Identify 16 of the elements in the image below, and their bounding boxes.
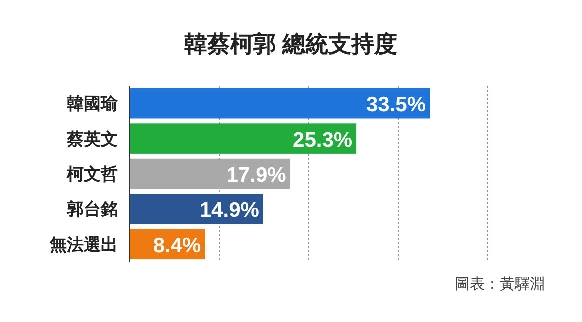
- y-tick-label: 蔡英文: [66, 130, 118, 149]
- y-tick-label: 郭台銘: [66, 200, 118, 220]
- y-tick-label: 無法選出: [49, 235, 118, 254]
- bar: [130, 88, 430, 119]
- y-tick-label: 柯文哲: [66, 165, 118, 184]
- data-label: 14.9%: [200, 199, 260, 222]
- bar: [130, 158, 290, 190]
- data-label: 17.9%: [226, 164, 287, 187]
- data-label: 33.5%: [366, 94, 426, 117]
- y-tick-label: 韓國瑜: [67, 94, 119, 114]
- data-label: 8.4%: [153, 234, 202, 258]
- data-label: 25.3%: [293, 128, 353, 152]
- chart-title: 韓蔡柯郭 總統支持度: [184, 31, 398, 57]
- text: 圖表：黃驛淵: [455, 276, 545, 293]
- bar: [130, 194, 264, 224]
- bar: [130, 124, 357, 154]
